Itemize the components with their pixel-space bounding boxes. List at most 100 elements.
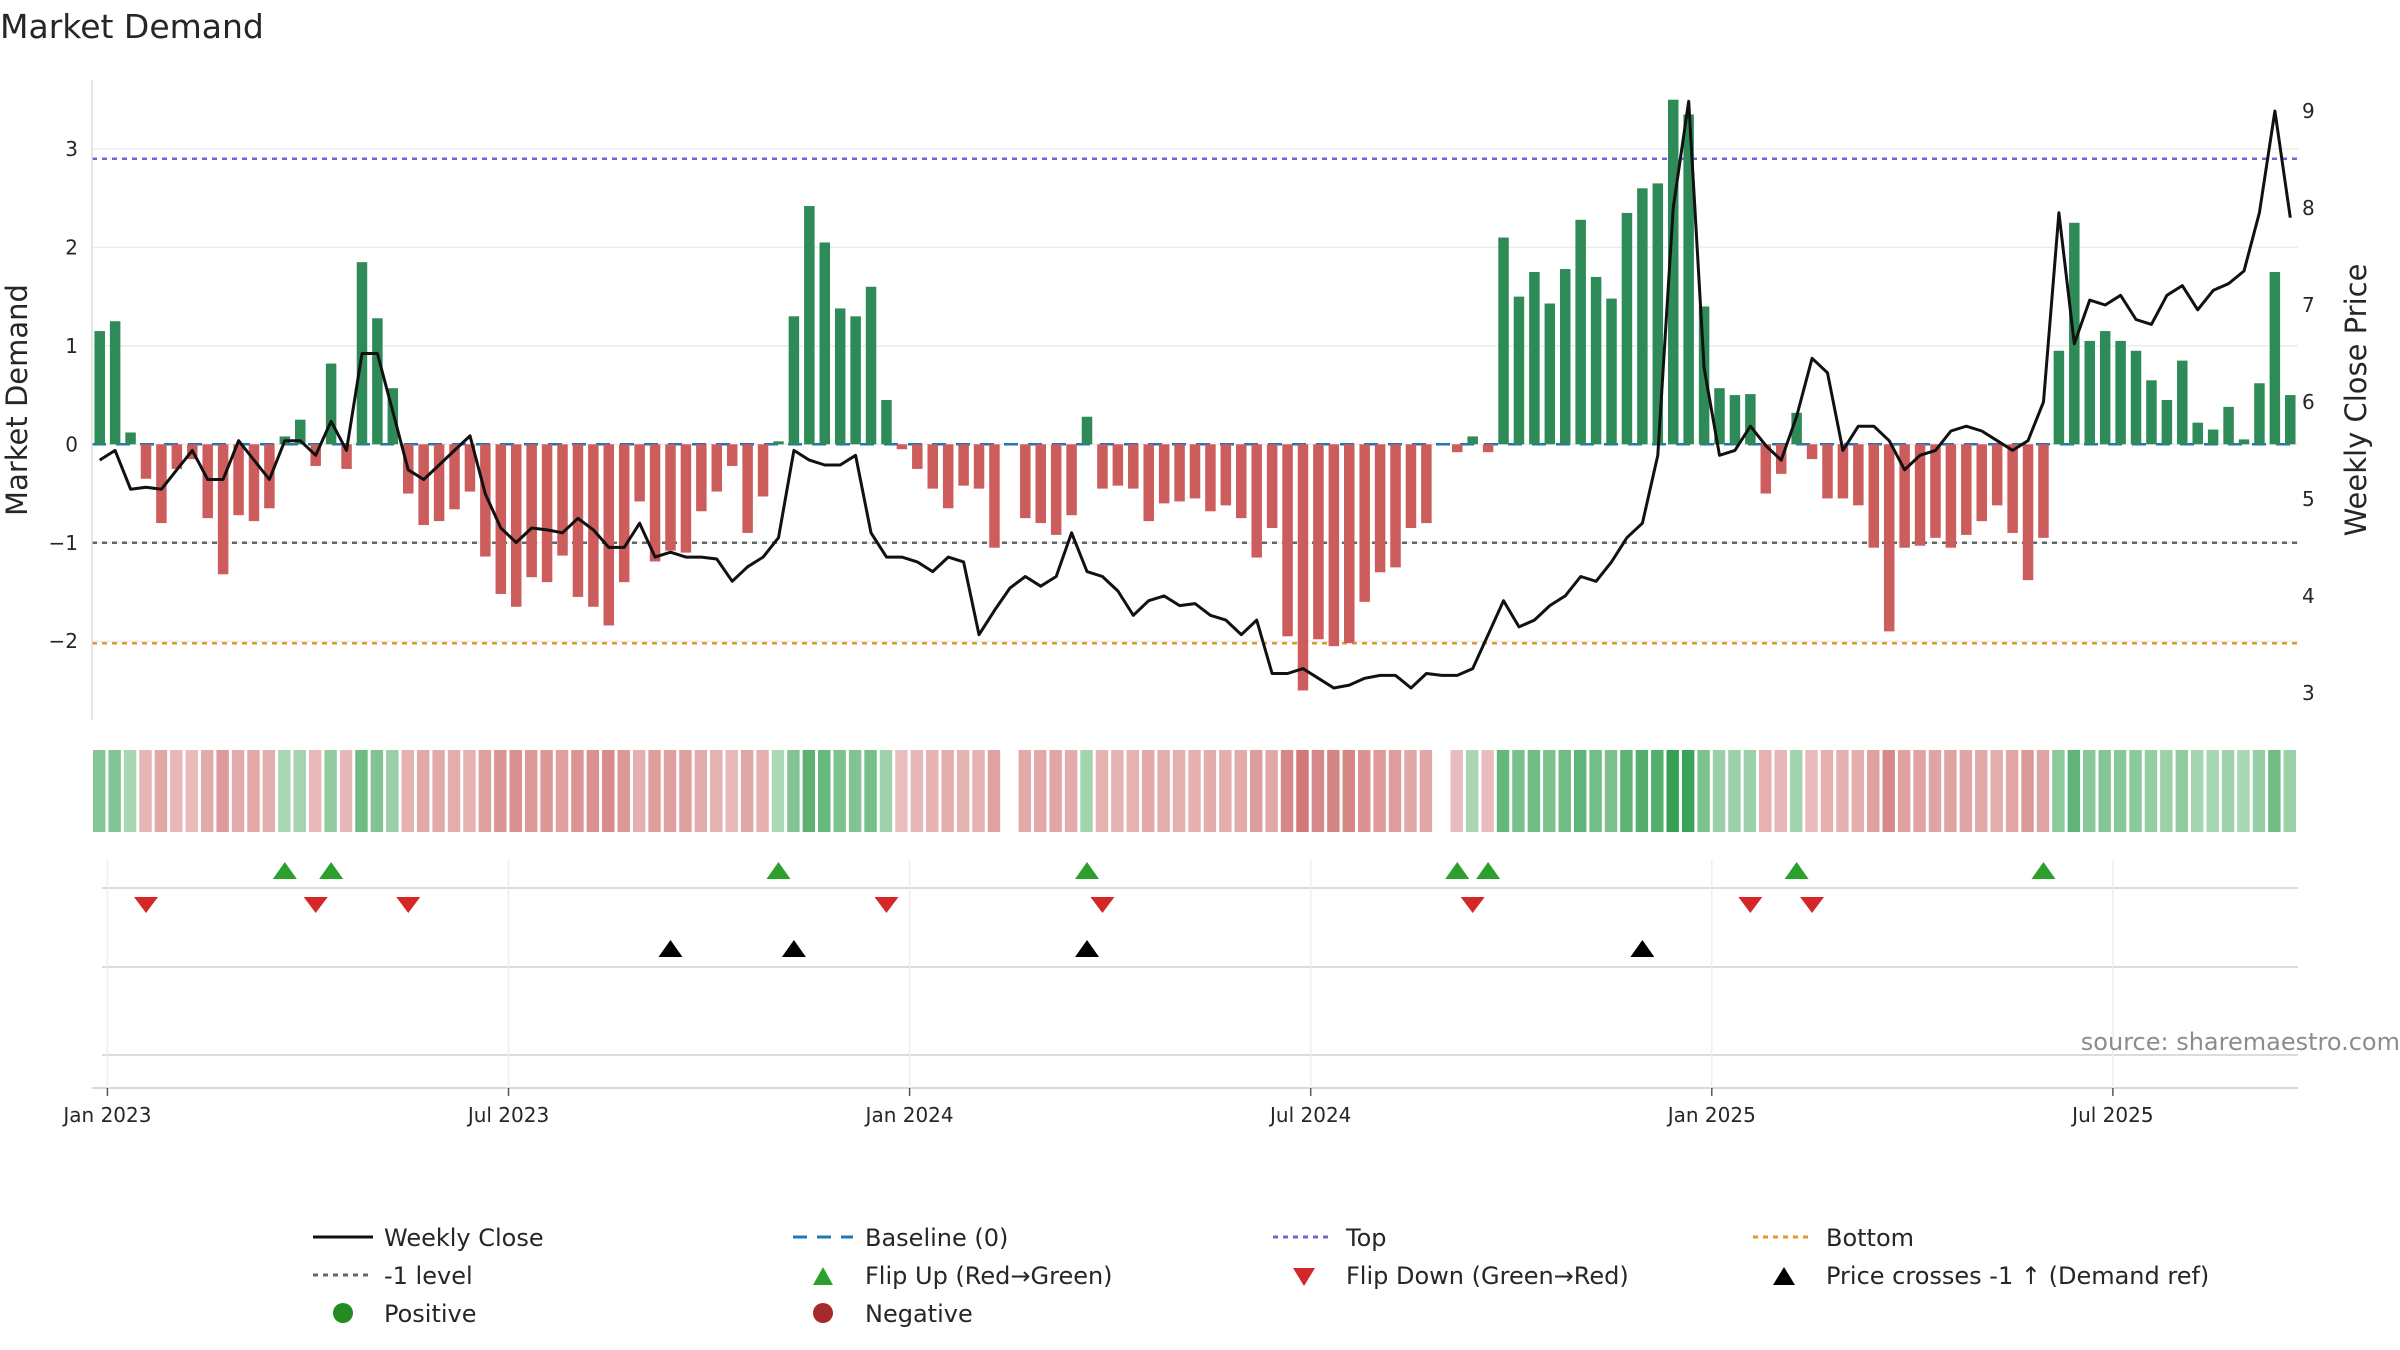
y2-tick-label: 9 bbox=[2302, 99, 2315, 123]
heat-cell bbox=[1219, 750, 1232, 832]
heat-cell bbox=[802, 750, 816, 832]
demand-bar bbox=[1050, 444, 1062, 535]
heat-cell bbox=[1404, 750, 1417, 832]
heat-cell bbox=[1512, 750, 1525, 832]
demand-bar bbox=[156, 444, 167, 524]
demand-bar bbox=[711, 444, 723, 492]
heat-cell bbox=[216, 750, 229, 832]
flip-down-marker bbox=[133, 897, 158, 913]
demand-bar bbox=[850, 316, 861, 445]
demand-bar bbox=[495, 444, 507, 594]
demand-bar bbox=[1945, 444, 1957, 548]
heat-cell bbox=[1867, 750, 1880, 832]
heat-cell bbox=[710, 750, 723, 832]
heat-cell bbox=[1203, 750, 1217, 832]
demand-bar bbox=[1575, 219, 1586, 445]
heat-cell bbox=[1959, 750, 1973, 832]
heat-cell bbox=[1543, 750, 1556, 832]
x-tick-label: Jan 2023 bbox=[61, 1103, 151, 1127]
heat-cell bbox=[1142, 750, 1155, 832]
heat-cell bbox=[1080, 750, 1093, 832]
heat-cell bbox=[1651, 750, 1664, 832]
heat-cell bbox=[694, 750, 708, 832]
heat-cell bbox=[1034, 750, 1047, 832]
demand-bar bbox=[94, 331, 105, 445]
legend-flip-down: Flip Down (Green→Red) bbox=[1346, 1262, 1629, 1290]
y2-tick-label: 5 bbox=[2302, 487, 2315, 511]
legend-flip-up: Flip Up (Red→Green) bbox=[865, 1262, 1113, 1290]
demand-bar bbox=[1976, 444, 1988, 522]
heat-cell bbox=[1805, 750, 1818, 832]
heat-cell bbox=[663, 750, 677, 832]
heat-cell bbox=[833, 750, 846, 832]
demand-bar bbox=[557, 444, 568, 556]
heat-cell bbox=[2283, 750, 2296, 832]
heat-cell bbox=[1465, 750, 1479, 832]
demand-bar bbox=[2099, 331, 2111, 445]
reference-lines bbox=[92, 157, 2298, 645]
flip-down-marker bbox=[1738, 897, 1763, 913]
heat-cell bbox=[1944, 750, 1957, 832]
demand-bar bbox=[757, 444, 769, 497]
heat-cell bbox=[1712, 750, 1726, 832]
demand-bar bbox=[1590, 276, 1602, 445]
demand-bar bbox=[2130, 350, 2142, 445]
demand-bar bbox=[1621, 212, 1633, 445]
demand-bar bbox=[202, 444, 213, 519]
demand-bar bbox=[464, 444, 476, 492]
heat-cell bbox=[1003, 750, 1016, 832]
demand-bar bbox=[1236, 444, 1247, 519]
y-tick-label: 3 bbox=[65, 137, 78, 161]
demand-bar bbox=[1529, 272, 1540, 445]
heat-cell bbox=[278, 750, 291, 832]
price-cross-marker bbox=[1075, 940, 1100, 957]
heat-cell bbox=[2221, 750, 2235, 832]
heat-cell bbox=[1897, 750, 1911, 832]
demand-bar bbox=[742, 444, 753, 533]
heat-cell bbox=[1789, 750, 1803, 832]
demand-bar bbox=[1297, 444, 1309, 691]
flip-up-marker bbox=[1784, 862, 1809, 879]
heat-cell bbox=[818, 750, 831, 832]
heat-cell bbox=[370, 750, 384, 832]
demand-bar bbox=[1544, 303, 1556, 445]
heat-cell bbox=[1759, 750, 1772, 832]
heat-cell bbox=[1373, 750, 1386, 832]
demand-bar bbox=[1914, 444, 1926, 546]
demand-bar bbox=[1220, 444, 1232, 506]
heat-cell bbox=[1820, 750, 1834, 832]
demand-bar bbox=[2007, 444, 2018, 533]
heat-cell bbox=[1604, 750, 1618, 832]
heat-cell bbox=[1990, 750, 2003, 832]
demand-bar bbox=[1020, 444, 1031, 519]
heat-cell bbox=[632, 750, 646, 832]
heat-cell bbox=[1064, 750, 1078, 832]
demand-bar bbox=[2022, 444, 2034, 581]
heat-cell bbox=[1573, 750, 1587, 832]
heat-cell bbox=[247, 750, 260, 832]
x-tick-label: Jan 2024 bbox=[864, 1103, 954, 1127]
heat-cell bbox=[2036, 750, 2050, 832]
demand-bar bbox=[1961, 444, 1972, 535]
flip-up-marker bbox=[272, 862, 297, 879]
x-axis: Jan 2023 Jul 2023 Jan 2024 Jul 2024 Jan 2025… bbox=[61, 860, 2154, 1127]
demand-bar bbox=[1637, 188, 1648, 445]
demand-bar bbox=[588, 444, 599, 607]
demand-bar bbox=[1066, 444, 1077, 516]
demand-bar bbox=[1606, 298, 1617, 445]
x-tick-label: Jul 2023 bbox=[466, 1103, 549, 1127]
demand-bar bbox=[233, 444, 244, 516]
heat-cell bbox=[771, 750, 785, 832]
heat-cell bbox=[879, 750, 893, 832]
heat-cell bbox=[2113, 750, 2127, 832]
weekly-close-path bbox=[98, 99, 2292, 690]
demand-bar bbox=[773, 441, 784, 445]
demand-bar bbox=[1791, 412, 1802, 445]
demand-bar bbox=[680, 444, 692, 553]
heat-cell bbox=[787, 750, 800, 832]
heat-cell bbox=[2237, 750, 2250, 832]
demand-bar bbox=[958, 444, 969, 486]
heat-cell bbox=[1419, 750, 1433, 832]
legend-swatch-price-cross bbox=[1773, 1267, 1795, 1285]
y-tick-label: 1 bbox=[65, 334, 78, 358]
